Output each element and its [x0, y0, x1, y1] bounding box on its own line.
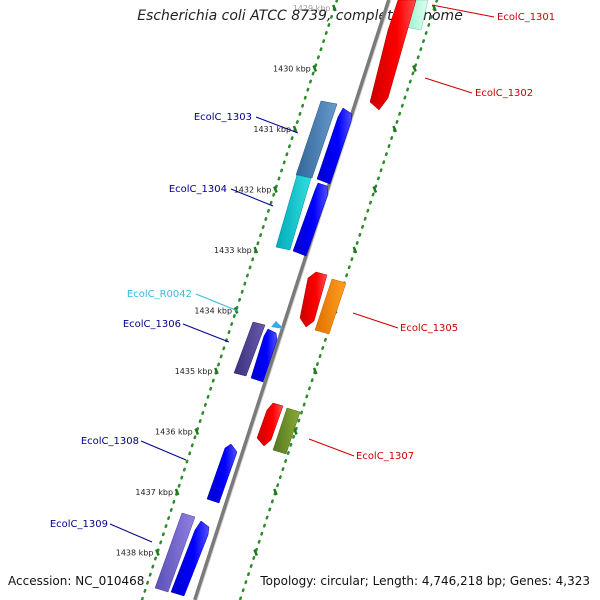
- reverse-tick-mark: [372, 186, 378, 193]
- accession-text: Accession: NC_010468: [8, 574, 145, 588]
- reverse-tick-mark: [292, 428, 298, 435]
- kbp-tick-label: 1434 kbp: [194, 307, 232, 316]
- gene-label-EcolC_1304[interactable]: EcolC_1304: [169, 184, 227, 195]
- forward-tick-mark: [273, 186, 278, 193]
- gene-label-EcolC_1306[interactable]: EcolC_1306: [123, 319, 181, 330]
- gene-EcolC_1303-partner[interactable]: [316, 107, 353, 185]
- kbp-tick-label: 1438 kbp: [116, 549, 154, 558]
- reverse-tick-mark: [352, 246, 358, 254]
- kbp-tick-label: 1431 kbp: [253, 125, 291, 134]
- reverse-tick-mark: [253, 549, 258, 556]
- forward-tick-mark: [332, 4, 337, 12]
- reverse-tick-mark: [432, 4, 437, 12]
- genome-backbone: [193, 0, 391, 600]
- gene-EcolC_1306-feature[interactable]: [233, 321, 266, 377]
- gene-EcolC_1307-partner[interactable]: [256, 402, 284, 447]
- forward-tick-mark: [292, 125, 298, 133]
- forward-tick-mark: [194, 428, 200, 435]
- leader-EcolC_1306: [182, 323, 230, 343]
- gene-EcolC_1306-partner[interactable]: [250, 328, 278, 383]
- gene-EcolC_1307-feature[interactable]: [272, 407, 301, 455]
- kbp-tick-label: 1433 kbp: [214, 246, 252, 255]
- leader-EcolC_1304: [230, 188, 274, 207]
- reverse-tick-mark: [412, 65, 417, 72]
- gene-EcolC_1308-feature[interactable]: [206, 443, 238, 504]
- gene-label-EcolC_R0042[interactable]: EcolC_R0042: [127, 289, 192, 300]
- gene-EcolC_1302-feature[interactable]: [369, 0, 417, 111]
- gene-EcolC_1304-feature[interactable]: [275, 174, 312, 251]
- forward-tick-mark: [174, 488, 180, 496]
- reverse-tick-mark: [312, 367, 318, 375]
- gene-EcolC_1303-feature[interactable]: [295, 100, 338, 179]
- gene-EcolC_R0042-feature[interactable]: [271, 321, 284, 329]
- kbp-tick-label: 1432 kbp: [234, 186, 272, 195]
- kbp-scale: 1429 kbp 1430 kbp 1431 kbp 1432 kbp 1433 kbp…: [116, 4, 437, 558]
- leader-EcolC_1308: [140, 440, 187, 461]
- leader-EcolC_1307: [308, 438, 355, 457]
- gene-label-EcolC_1302[interactable]: EcolC_1302: [475, 88, 533, 99]
- leader-EcolC_1301: [431, 4, 495, 18]
- forward-track-dots: [140, 0, 339, 600]
- gene-EcolC_1305-feature[interactable]: [314, 278, 347, 335]
- forward-tick-mark: [312, 65, 318, 72]
- leader-EcolC_1302: [424, 77, 473, 94]
- leader-EcolC_R0042: [195, 293, 239, 312]
- kbp-tick-label: 1436 kbp: [155, 428, 193, 437]
- reverse-tick-mark: [273, 488, 278, 496]
- gene-EcolC_1304-partner[interactable]: [292, 182, 329, 257]
- forward-tick-mark: [155, 549, 160, 556]
- gene-label-EcolC_1307[interactable]: EcolC_1307: [356, 451, 414, 462]
- kbp-tick-label: 1435 kbp: [175, 367, 213, 376]
- gene-label-EcolC_1308[interactable]: EcolC_1308: [81, 436, 139, 447]
- reverse-tick-mark: [392, 125, 398, 133]
- gene-EcolC_1309-feature[interactable]: [154, 512, 196, 593]
- gene-label-EcolC_1301[interactable]: EcolC_1301: [497, 12, 555, 23]
- gene-EcolC_1309-partner[interactable]: [170, 520, 210, 597]
- kbp-tick-label: 1429 kbp: [293, 4, 331, 13]
- leader-EcolC_1305: [352, 312, 399, 329]
- gene-EcolC_1305-partner[interactable]: [299, 271, 328, 328]
- genome-backbone-highlight: [196, 0, 392, 600]
- leader-EcolC_1303: [255, 116, 299, 134]
- forward-tick-mark: [214, 367, 219, 375]
- gene-label-EcolC_1305[interactable]: EcolC_1305: [400, 323, 458, 334]
- leader-EcolC_1309: [109, 523, 153, 543]
- topology-text: Topology: circular; Length: 4,746,218 bp…: [260, 574, 590, 588]
- gene-label-EcolC_1303[interactable]: EcolC_1303: [194, 112, 252, 123]
- gene-label-EcolC_1309[interactable]: EcolC_1309: [50, 519, 108, 530]
- kbp-tick-label: 1437 kbp: [135, 488, 173, 497]
- kbp-tick-label: 1430 kbp: [273, 65, 311, 74]
- forward-tick-mark: [253, 246, 259, 254]
